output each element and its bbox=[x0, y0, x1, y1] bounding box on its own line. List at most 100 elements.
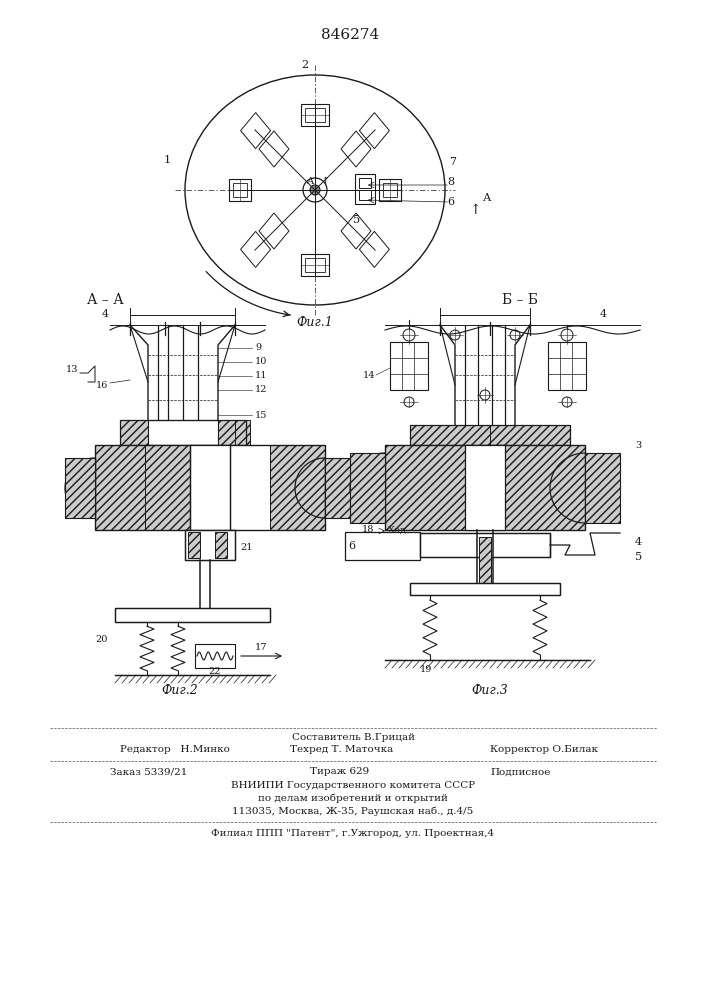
Text: А: А bbox=[483, 193, 491, 203]
Bar bbox=[479, 537, 491, 592]
Text: 2: 2 bbox=[301, 60, 308, 70]
Bar bbox=[350, 453, 385, 523]
Bar bbox=[410, 425, 570, 445]
Bar bbox=[301, 104, 329, 126]
Text: ↑: ↑ bbox=[469, 203, 481, 217]
Bar bbox=[410, 583, 560, 595]
Bar bbox=[220, 445, 270, 530]
Bar bbox=[190, 445, 230, 530]
Text: 6: 6 bbox=[447, 197, 454, 207]
Text: 6: 6 bbox=[348, 541, 355, 551]
Text: 21: 21 bbox=[240, 542, 252, 552]
Bar bbox=[270, 445, 325, 530]
Circle shape bbox=[310, 185, 320, 195]
Text: Фиг.3: Фиг.3 bbox=[472, 684, 508, 696]
Bar bbox=[325, 458, 355, 518]
Text: Фиг.2: Фиг.2 bbox=[162, 684, 199, 696]
Text: ↑: ↑ bbox=[320, 177, 329, 187]
Bar bbox=[120, 420, 246, 445]
Text: Ход: Ход bbox=[388, 526, 407, 534]
Bar bbox=[145, 445, 220, 530]
Bar bbox=[185, 530, 235, 560]
Text: 5: 5 bbox=[635, 552, 642, 562]
Text: Корректор О.Билак: Корректор О.Билак bbox=[490, 746, 598, 754]
Text: Тираж 629: Тираж 629 bbox=[310, 768, 369, 776]
Text: А: А bbox=[308, 178, 315, 186]
Bar bbox=[115, 608, 270, 622]
Bar bbox=[95, 445, 325, 530]
Bar bbox=[325, 458, 355, 518]
Text: 11: 11 bbox=[255, 371, 267, 380]
Text: 12: 12 bbox=[255, 385, 267, 394]
Bar bbox=[305, 108, 325, 122]
Bar bbox=[185, 530, 235, 560]
Text: 15: 15 bbox=[255, 410, 267, 420]
Bar bbox=[465, 445, 505, 530]
Text: 9: 9 bbox=[255, 344, 261, 353]
Bar bbox=[410, 425, 490, 445]
Bar bbox=[585, 453, 620, 523]
Text: 113035, Москва, Ж-35, Раушская наб., д.4/5: 113035, Москва, Ж-35, Раушская наб., д.4… bbox=[233, 806, 474, 816]
Text: Фиг.1: Фиг.1 bbox=[297, 316, 334, 330]
Text: Филиал ППП "Патент", г.Ужгород, ул. Проектная,4: Филиал ППП "Патент", г.Ужгород, ул. Прое… bbox=[211, 830, 495, 838]
Bar bbox=[383, 183, 397, 197]
Bar bbox=[390, 342, 428, 390]
Text: по делам изобретений и открытий: по делам изобретений и открытий bbox=[258, 793, 448, 803]
Bar bbox=[420, 533, 550, 557]
Bar bbox=[65, 458, 95, 518]
Bar bbox=[359, 178, 371, 188]
Bar bbox=[350, 453, 385, 523]
Bar bbox=[220, 445, 270, 530]
Text: 5: 5 bbox=[354, 215, 361, 225]
Text: 4: 4 bbox=[600, 309, 607, 319]
Bar bbox=[233, 183, 247, 197]
Circle shape bbox=[481, 541, 489, 549]
Text: 10: 10 bbox=[255, 358, 267, 366]
Text: 18: 18 bbox=[361, 526, 374, 534]
Bar bbox=[185, 420, 235, 445]
Text: 3: 3 bbox=[635, 440, 641, 450]
Text: 7: 7 bbox=[450, 157, 457, 167]
Bar bbox=[359, 190, 371, 200]
Bar bbox=[585, 453, 620, 523]
Text: Составитель В.Грицай: Составитель В.Грицай bbox=[291, 732, 414, 742]
Bar bbox=[410, 583, 560, 595]
Bar bbox=[355, 174, 375, 204]
Text: А – А: А – А bbox=[87, 293, 124, 307]
Bar bbox=[95, 445, 145, 530]
Bar bbox=[188, 532, 200, 558]
Bar bbox=[490, 425, 570, 445]
Bar bbox=[301, 254, 329, 276]
Bar bbox=[420, 533, 550, 557]
Text: Подписное: Подписное bbox=[490, 768, 550, 776]
Bar bbox=[120, 420, 250, 445]
Text: ВНИИПИ Государственного комитета СССР: ВНИИПИ Государственного комитета СССР bbox=[231, 780, 475, 790]
Text: 4: 4 bbox=[101, 309, 109, 319]
Text: 14: 14 bbox=[363, 370, 375, 379]
Bar bbox=[305, 258, 325, 272]
Bar bbox=[345, 532, 420, 560]
Text: Редактор   Н.Минко: Редактор Н.Минко bbox=[120, 746, 230, 754]
Bar bbox=[379, 179, 401, 201]
Text: 22: 22 bbox=[209, 668, 221, 676]
Text: 20: 20 bbox=[95, 636, 108, 645]
Text: Заказ 5339/21: Заказ 5339/21 bbox=[110, 768, 187, 776]
Bar bbox=[229, 179, 251, 201]
Bar bbox=[115, 608, 270, 622]
Text: 1: 1 bbox=[163, 155, 170, 165]
Bar bbox=[195, 644, 235, 668]
Bar bbox=[215, 532, 227, 558]
Bar bbox=[385, 445, 465, 530]
Text: 17: 17 bbox=[255, 644, 267, 652]
Text: 16: 16 bbox=[95, 380, 108, 389]
Text: 846274: 846274 bbox=[321, 28, 379, 42]
Text: 13: 13 bbox=[66, 365, 78, 374]
Text: 19: 19 bbox=[420, 666, 433, 674]
Text: 8: 8 bbox=[447, 177, 454, 187]
Bar bbox=[548, 342, 586, 390]
Text: Б – Б: Б – Б bbox=[502, 293, 538, 307]
Bar bbox=[65, 458, 95, 518]
Bar bbox=[385, 445, 585, 530]
Text: 4: 4 bbox=[635, 537, 642, 547]
Bar bbox=[505, 445, 585, 530]
